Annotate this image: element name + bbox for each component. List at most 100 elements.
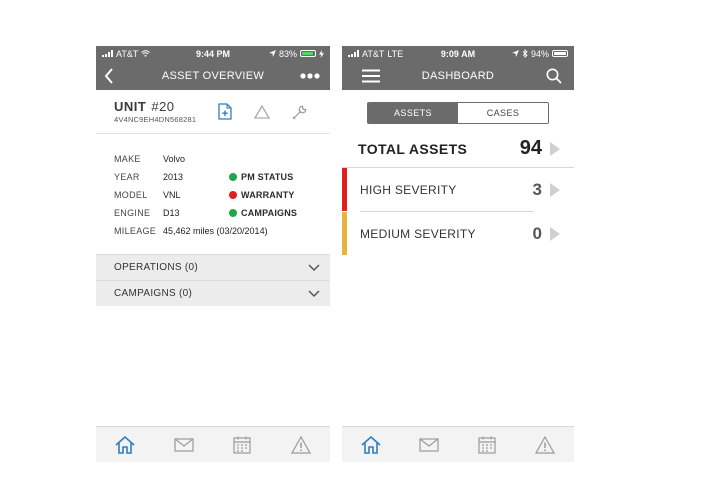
nav-bar: DASHBOARD <box>342 61 574 90</box>
accordion-label: CAMPAIGNS (0) <box>114 288 193 299</box>
spec-label: ENGINE <box>114 208 151 218</box>
medium-severity-row[interactable]: MEDIUM SEVERITY 0 <box>342 212 574 255</box>
tab-mail[interactable] <box>169 430 199 460</box>
more-icon[interactable] <box>300 72 320 79</box>
spec-value: Volvo <box>163 154 186 164</box>
location-icon <box>511 50 519 57</box>
assets-segment[interactable]: ASSETS <box>368 103 458 123</box>
status-label: WARRANTY <box>241 190 295 200</box>
nav-bar: ASSET OVERVIEW <box>96 61 330 90</box>
chevron-down-icon <box>308 289 320 297</box>
signal-icon <box>348 50 359 57</box>
back-icon[interactable] <box>104 67 114 84</box>
chevron-right-icon <box>550 182 560 197</box>
total-assets-value: 94 <box>519 137 542 159</box>
charging-icon <box>319 49 324 58</box>
spec-row-year: YEAR 2013 PM STATUS <box>114 168 330 186</box>
cases-segment[interactable]: CASES <box>458 103 548 123</box>
spec-row-make: MAKE Volvo <box>114 150 330 168</box>
status-dot-green <box>229 209 237 217</box>
battery-percent: 94% <box>530 48 549 59</box>
divider <box>360 211 534 212</box>
tab-mail[interactable] <box>414 430 444 460</box>
battery-percent: 83% <box>278 48 297 59</box>
dashboard-screen: AT&T LTE 9:09 AM 94% DASHBOARD ASSETS CA… <box>342 46 574 462</box>
tab-calendar[interactable] <box>227 430 257 460</box>
total-assets-row[interactable]: TOTAL ASSETS 94 <box>342 130 574 168</box>
status-label: CAMPAIGNS <box>241 208 298 218</box>
total-assets-label: TOTAL ASSETS <box>358 140 468 157</box>
home-icon <box>115 435 135 454</box>
spec-row-engine: ENGINE D13 CAMPAIGNS <box>114 204 330 222</box>
spec-value: 2013 <box>163 172 184 182</box>
spec-row-mileage: MILEAGE 45,462 miles (03/20/2014) <box>114 222 330 240</box>
campaigns-accordion[interactable]: CAMPAIGNS (0) <box>96 280 330 306</box>
status-label: PM STATUS <box>241 172 294 182</box>
chevron-right-icon <box>550 141 560 156</box>
tab-calendar[interactable] <box>472 430 502 460</box>
status-dot-green <box>229 173 237 181</box>
status-dot-red <box>229 191 237 199</box>
spec-row-model: MODEL VNL WARRANTY <box>114 186 330 204</box>
pm-status-indicator[interactable]: PM STATUS <box>229 172 293 182</box>
spec-value: D13 <box>163 208 180 218</box>
severity-color-bar <box>342 212 347 255</box>
asset-overview-screen: AT&T 9:44 PM 83% ASSET OVERVIEW UNIT #20 … <box>96 46 330 462</box>
tab-home[interactable] <box>110 430 140 460</box>
unit-label: UNIT <box>114 99 147 114</box>
severity-label: MEDIUM SEVERITY <box>360 226 476 241</box>
unit-number: #20 <box>151 99 175 114</box>
alert-icon <box>290 435 311 454</box>
hamburger-menu-icon[interactable] <box>362 69 380 83</box>
search-icon[interactable] <box>546 68 562 84</box>
wrench-icon[interactable] <box>292 104 308 120</box>
unit-vin: 4V4NC9EH4DN568281 <box>114 115 197 124</box>
spec-label: MAKE <box>114 154 141 164</box>
tab-home[interactable] <box>356 430 386 460</box>
warranty-indicator[interactable]: WARRANTY <box>229 190 295 200</box>
spec-list: MAKE Volvo YEAR 2013 PM STATUS MODEL VNL… <box>96 134 330 240</box>
unit-header: UNIT #20 4V4NC9EH4DN568281 <box>96 90 330 134</box>
battery-icon <box>300 50 316 57</box>
mileage-value: 45,462 miles (03/20/2014) <box>163 226 268 236</box>
home-icon <box>361 435 381 454</box>
warning-icon[interactable] <box>254 104 270 119</box>
battery-icon <box>552 50 568 57</box>
severity-label: HIGH SEVERITY <box>360 182 457 197</box>
mail-icon <box>419 437 439 452</box>
tab-alerts[interactable] <box>286 430 316 460</box>
accordion: OPERATIONS (0) CAMPAIGNS (0) <box>96 254 330 306</box>
calendar-icon <box>233 436 251 454</box>
carrier-label: AT&T <box>116 48 139 59</box>
segmented-control: ASSETS CASES <box>367 102 549 124</box>
alert-icon <box>535 435 555 454</box>
spec-label: MILEAGE <box>114 226 157 236</box>
unit-title: UNIT #20 <box>114 99 218 114</box>
calendar-icon <box>478 436 496 454</box>
status-bar: AT&T 9:44 PM 83% <box>96 46 330 61</box>
location-icon <box>268 50 276 57</box>
chevron-down-icon <box>308 263 320 271</box>
tab-alerts[interactable] <box>530 430 560 460</box>
spec-label: MODEL <box>114 190 148 200</box>
operations-accordion[interactable]: OPERATIONS (0) <box>96 254 330 280</box>
campaigns-indicator[interactable]: CAMPAIGNS <box>229 208 297 218</box>
chevron-right-icon <box>550 226 560 241</box>
accordion-label: OPERATIONS (0) <box>114 262 199 273</box>
signal-icon <box>102 50 113 57</box>
status-bar: AT&T LTE 9:09 AM 94% <box>342 46 574 61</box>
bluetooth-icon <box>522 49 528 58</box>
network-label: LTE <box>387 48 404 59</box>
spec-value: VNL <box>163 190 181 200</box>
severity-count: 3 <box>532 179 542 199</box>
tab-bar <box>96 426 330 462</box>
high-severity-row[interactable]: HIGH SEVERITY 3 <box>342 168 574 211</box>
wifi-icon <box>141 50 151 57</box>
mail-icon <box>174 437 194 452</box>
spec-label: YEAR <box>114 172 140 182</box>
severity-color-bar <box>342 168 347 211</box>
add-document-icon[interactable] <box>218 103 232 120</box>
severity-count: 0 <box>532 223 542 243</box>
tab-bar <box>342 426 574 462</box>
page-title: ASSET OVERVIEW <box>161 69 265 82</box>
